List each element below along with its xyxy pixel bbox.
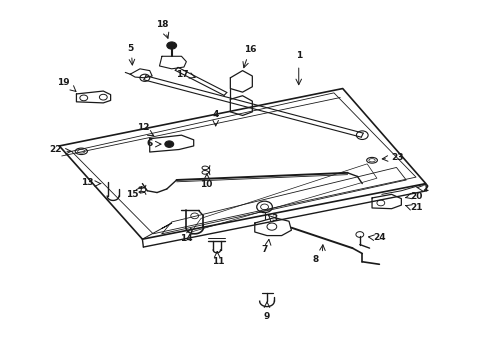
Text: 8: 8	[313, 255, 319, 264]
Text: 17: 17	[176, 70, 189, 79]
Text: 5: 5	[127, 44, 133, 53]
Text: 18: 18	[156, 21, 168, 30]
Text: 6: 6	[147, 139, 153, 148]
Circle shape	[167, 42, 176, 49]
Text: 2: 2	[422, 184, 428, 193]
Text: 1: 1	[295, 51, 302, 60]
Text: 23: 23	[392, 153, 404, 162]
Text: 21: 21	[410, 203, 423, 212]
Text: 14: 14	[180, 234, 193, 243]
Text: 4: 4	[213, 110, 219, 119]
Text: 9: 9	[264, 312, 270, 321]
Text: 3: 3	[271, 214, 277, 223]
Text: 15: 15	[126, 190, 139, 199]
Text: 12: 12	[137, 123, 149, 132]
Text: 19: 19	[57, 78, 70, 87]
Text: 22: 22	[49, 145, 62, 154]
Text: 16: 16	[244, 45, 256, 54]
Circle shape	[165, 141, 173, 147]
Text: 24: 24	[373, 233, 386, 242]
Text: 20: 20	[410, 192, 422, 201]
Text: 11: 11	[212, 257, 224, 266]
Text: 13: 13	[81, 178, 94, 187]
Text: 7: 7	[261, 245, 268, 254]
Text: 10: 10	[200, 180, 212, 189]
